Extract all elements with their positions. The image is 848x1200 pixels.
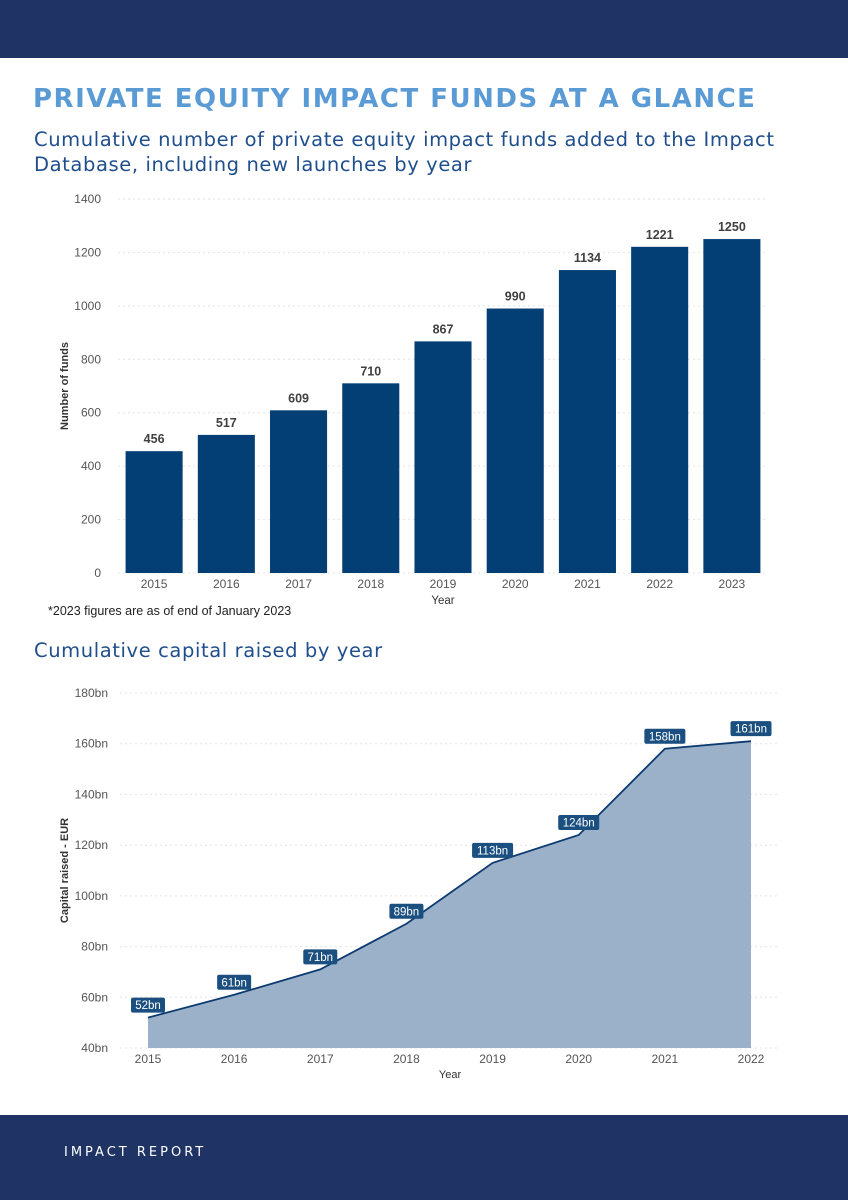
data-label: 990 — [505, 290, 526, 304]
x-tick-label: 2020 — [565, 1052, 592, 1066]
funds-bar-chart: 0 200 400 600 800 1000 1200 1400 456 2015 517 2016 6… — [59, 192, 768, 605]
data-label-box — [303, 949, 338, 965]
x-axis-title: Year — [431, 595, 454, 605]
y-tick-label: 800 — [81, 352, 101, 366]
y-tick-label: 60bn — [81, 990, 108, 1004]
x-tick-label: 2015 — [135, 1052, 162, 1066]
y-tick-label: 100bn — [75, 889, 108, 903]
y-tick-label: 160bn — [75, 737, 108, 751]
y-axis-title: Number of funds — [59, 342, 71, 430]
data-label: 456 — [144, 432, 165, 446]
data-label: 1221 — [646, 228, 674, 242]
header-band — [0, 0, 848, 58]
y-tick-label: 40bn — [81, 1041, 108, 1055]
bar — [270, 410, 328, 573]
x-tick-label: 2022 — [738, 1052, 765, 1066]
x-tick-label: 2023 — [719, 577, 746, 591]
capital-area-chart: 40bn 60bn 80bn 100bn 120bn 140bn 160bn 180bn 52b… — [59, 686, 780, 1081]
data-label: 61bn — [221, 977, 247, 989]
y-tick-label: 1000 — [74, 299, 101, 313]
data-label: 124bn — [563, 818, 595, 830]
data-label: 517 — [216, 416, 237, 430]
bar — [342, 383, 400, 573]
area-fill — [148, 741, 751, 1048]
data-label: 158bn — [649, 731, 681, 743]
x-tick-label: 2021 — [652, 1052, 679, 1066]
y-tick-label: 140bn — [75, 787, 108, 801]
x-tick-label: 2019 — [430, 577, 457, 591]
data-label-box — [389, 903, 424, 919]
bar — [631, 246, 689, 573]
bar — [486, 308, 544, 573]
y-tick-label: 1200 — [74, 245, 101, 259]
y-tick-label: 80bn — [81, 940, 108, 954]
page-title: PRIVATE EQUITY IMPACT FUNDS AT A GLANCE — [33, 84, 757, 114]
x-tick-label: 2019 — [479, 1052, 506, 1066]
data-label: 1250 — [718, 220, 746, 234]
data-label: 1134 — [574, 251, 601, 265]
data-label: 161bn — [735, 724, 767, 736]
data-label-box — [472, 842, 514, 858]
x-tick-label: 2018 — [357, 577, 384, 591]
y-axis-title: Capital raised - EUR — [59, 818, 71, 923]
x-tick-label: 2021 — [574, 577, 601, 591]
y-tick-label: 180bn — [75, 686, 108, 700]
data-label-box — [558, 815, 600, 830]
footer-band — [0, 1115, 848, 1200]
x-tick-label: 2022 — [646, 577, 673, 591]
bar — [414, 341, 472, 573]
x-tick-label: 2017 — [307, 1052, 334, 1066]
funds-chart-footnote: *2023 figures are as of end of January 2… — [48, 604, 292, 618]
data-label: 867 — [433, 322, 454, 336]
funds-chart-subtitle: Cumulative number of private equity impa… — [34, 128, 775, 176]
footer-label: IMPACT REPORT — [64, 1145, 207, 1160]
bar — [125, 451, 183, 573]
y-tick-label: 400 — [81, 459, 101, 473]
x-axis-title: Year — [439, 1069, 462, 1081]
y-tick-label: 600 — [81, 406, 101, 420]
x-tick-label: 2018 — [393, 1052, 420, 1066]
y-tick-label: 120bn — [75, 838, 108, 852]
capital-chart-subtitle: Cumulative capital raised by year — [34, 639, 383, 662]
data-label: 89bn — [394, 906, 420, 918]
data-label-box — [644, 728, 686, 744]
data-label: 71bn — [307, 952, 333, 964]
x-tick-label: 2017 — [285, 577, 312, 591]
data-label-box — [217, 974, 252, 990]
x-tick-label: 2015 — [141, 577, 168, 591]
data-label: 609 — [288, 391, 309, 405]
data-label: 52bn — [135, 1000, 161, 1012]
x-tick-label: 2020 — [502, 577, 529, 591]
data-label: 113bn — [477, 845, 508, 857]
data-label: 710 — [360, 364, 381, 378]
bar — [703, 239, 761, 574]
series-line — [147, 740, 752, 1019]
y-tick-label: 200 — [81, 513, 101, 527]
bar — [558, 270, 616, 573]
x-tick-label: 2016 — [221, 1052, 248, 1066]
x-tick-label: 2016 — [213, 577, 240, 591]
data-label-box — [730, 721, 772, 737]
bar — [197, 434, 255, 573]
y-tick-label: 0 — [94, 566, 101, 580]
y-tick-label: 1400 — [74, 192, 101, 206]
data-label-box — [131, 997, 165, 1013]
